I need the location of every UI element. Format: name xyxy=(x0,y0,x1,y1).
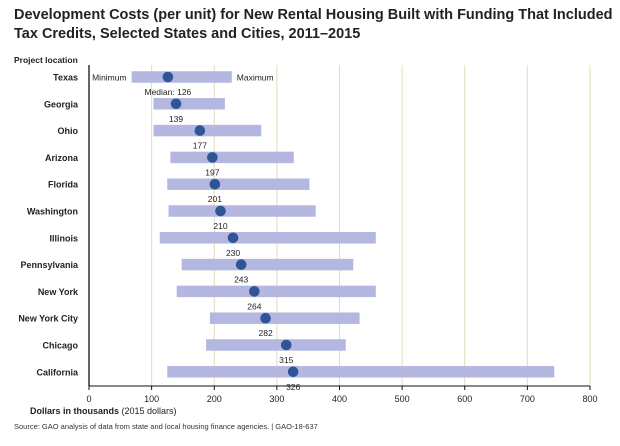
median-marker xyxy=(207,152,218,163)
chart-title: Development Costs (per unit) for New Ren… xyxy=(14,7,613,42)
category-label: Texas xyxy=(53,73,78,83)
range-bar xyxy=(176,285,376,298)
x-tick-label: 300 xyxy=(269,394,284,404)
range-bar xyxy=(153,98,225,110)
category-label: California xyxy=(36,367,79,377)
median-marker xyxy=(170,98,182,110)
category-label: Illinois xyxy=(49,233,78,243)
range-bar xyxy=(153,124,262,137)
median-marker xyxy=(287,366,299,378)
range-bar xyxy=(168,205,316,217)
x-tick-label: 400 xyxy=(332,394,347,404)
range-bar xyxy=(181,258,354,271)
range-bar xyxy=(167,366,555,378)
x-tick-label: 0 xyxy=(86,394,91,404)
median-label: 282 xyxy=(259,328,273,338)
median-label: 201 xyxy=(208,194,222,204)
range-bar xyxy=(167,178,310,190)
x-axis-title: Dollars in thousands (2015 dollars) xyxy=(30,406,177,416)
category-label: New York xyxy=(38,287,79,297)
range-bar xyxy=(131,71,232,83)
x-tick-label: 600 xyxy=(457,394,472,404)
x-tick-label: 100 xyxy=(144,394,159,404)
median-label: 243 xyxy=(234,275,248,285)
legend-maximum-label: Maximum xyxy=(237,73,274,83)
x-tick-label: 700 xyxy=(520,394,535,404)
median-marker xyxy=(280,339,292,351)
median-marker xyxy=(215,205,226,217)
median-label: 230 xyxy=(226,248,240,258)
category-label: Washington xyxy=(27,207,78,217)
category-label: New York City xyxy=(18,314,78,324)
legend-minimum-label: Minimum xyxy=(92,73,126,83)
x-tick-label: 800 xyxy=(582,394,597,404)
x-tick-label: 500 xyxy=(395,394,410,404)
median-marker xyxy=(209,178,221,190)
y-axis-title: Project location xyxy=(14,55,78,65)
median-label: Median: 126 xyxy=(145,87,192,97)
median-marker xyxy=(162,71,174,83)
category-label: Ohio xyxy=(58,126,79,136)
range-bar xyxy=(209,312,360,324)
category-label: Arizona xyxy=(45,153,79,163)
median-label: 197 xyxy=(205,167,219,177)
median-marker xyxy=(235,259,247,270)
median-label: 264 xyxy=(247,301,261,311)
range-bar xyxy=(159,232,376,244)
median-marker xyxy=(227,232,239,244)
median-marker xyxy=(194,125,206,136)
source-note: Source: GAO analysis of data from state … xyxy=(14,422,318,431)
median-label: 177 xyxy=(193,141,207,151)
category-label: Georgia xyxy=(44,99,79,109)
median-marker xyxy=(260,312,271,324)
median-label: 210 xyxy=(213,221,227,231)
median-label: 139 xyxy=(169,114,183,124)
x-tick-label: 200 xyxy=(207,394,222,404)
category-label: Chicago xyxy=(42,341,78,351)
median-marker xyxy=(249,286,260,297)
median-label: 326 xyxy=(286,382,300,392)
category-label: Pennsylvania xyxy=(20,260,79,270)
median-label: 315 xyxy=(279,355,293,365)
category-label: Florida xyxy=(48,180,79,190)
range-bar xyxy=(170,151,294,164)
range-bar xyxy=(206,339,346,351)
